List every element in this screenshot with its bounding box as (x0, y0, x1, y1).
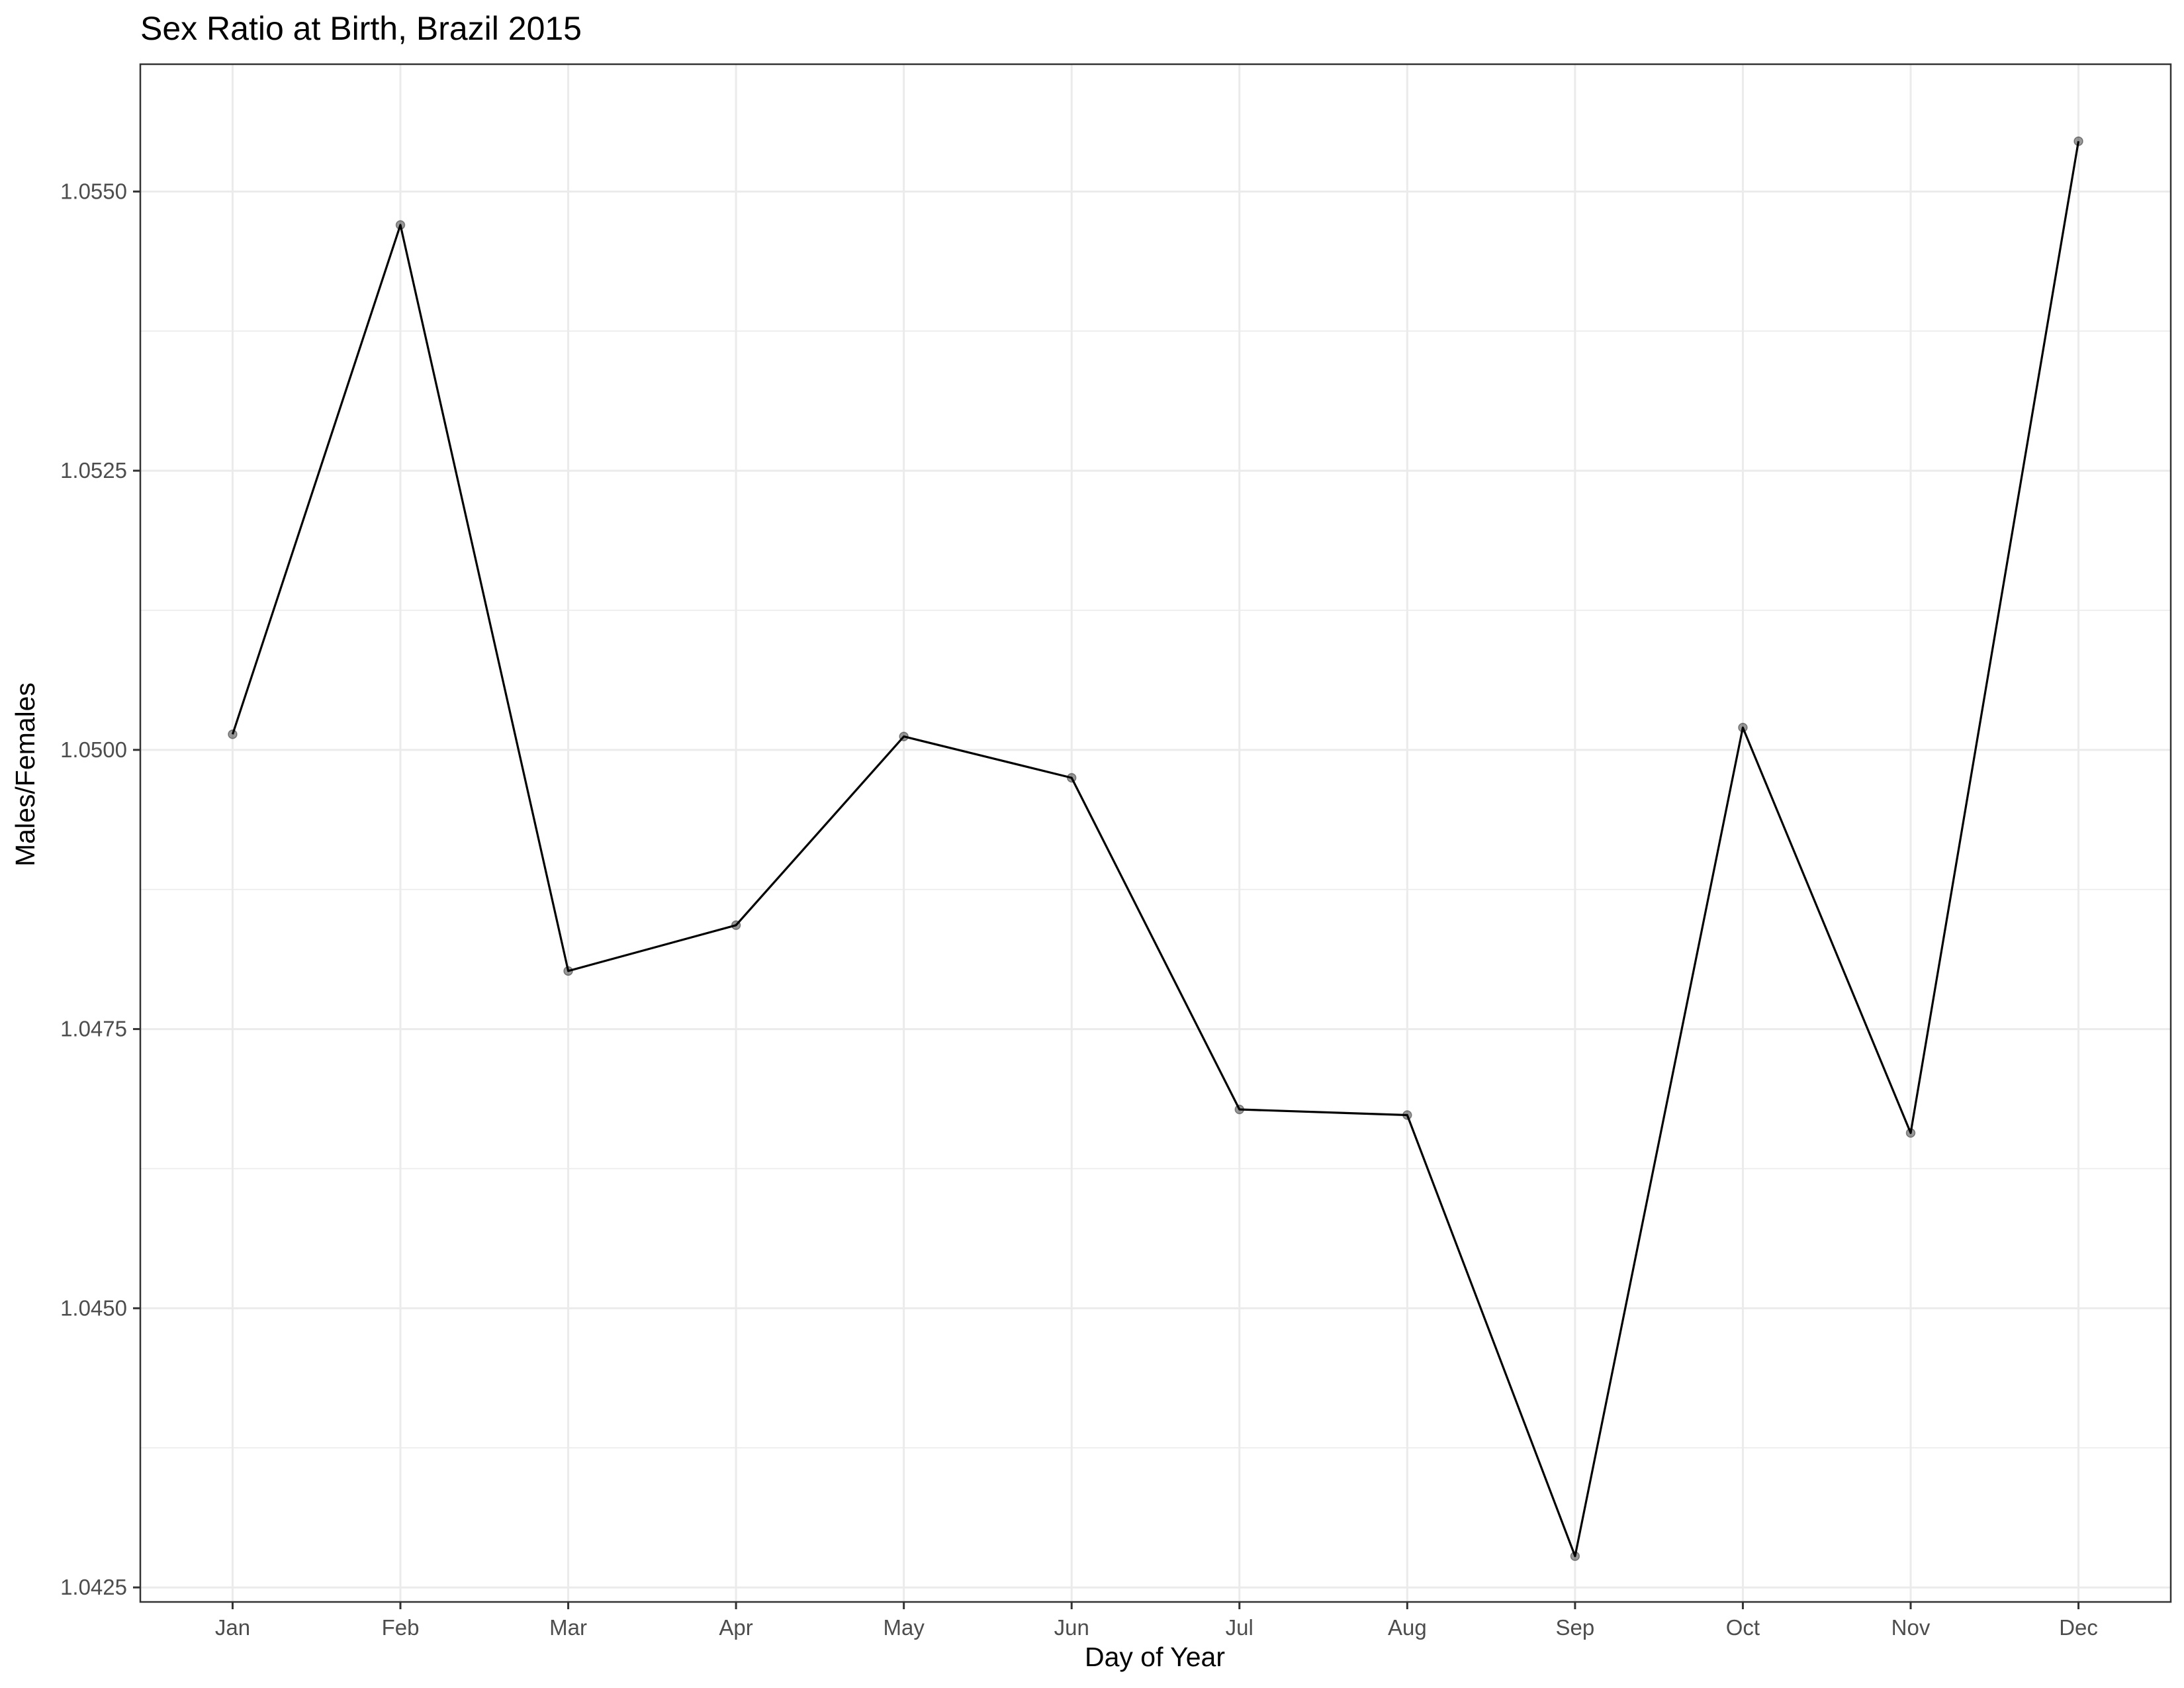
x-tick-label: Oct (1726, 1615, 1760, 1640)
data-point (1738, 722, 1748, 733)
x-tick-label: Jan (215, 1615, 250, 1640)
y-tick-label: 1.0500 (60, 737, 127, 762)
series-line (231, 141, 2080, 1558)
x-tick-label: Mar (549, 1615, 587, 1640)
y-tick-label: 1.0475 (60, 1017, 127, 1041)
x-tick-label: Aug (1388, 1615, 1427, 1640)
x-tick-label: Jun (1054, 1615, 1089, 1640)
x-tick-label: Sep (1556, 1615, 1595, 1640)
plot-panel-border (139, 63, 2172, 1603)
data-point (1905, 1128, 1916, 1138)
y-axis-title: Males/Females (10, 682, 40, 867)
y-tick-label: 1.0550 (60, 179, 127, 203)
x-tick-label: Dec (2059, 1615, 2098, 1640)
y-tick-label: 1.0425 (60, 1575, 127, 1599)
x-tick-label: May (883, 1615, 925, 1640)
data-point (1402, 1110, 1412, 1120)
axes: 1.0425 1.0450 1.0475 1.0500 1.0525 1.0550 Jan F… (60, 179, 2098, 1640)
data-point (731, 920, 741, 930)
data-point (395, 220, 406, 230)
data-point (1570, 1551, 1580, 1562)
chart-title: Sex Ratio at Birth, Brazil 2015 (140, 10, 582, 47)
data-point (1234, 1104, 1245, 1115)
data-point (563, 966, 573, 976)
data-point (1066, 773, 1077, 783)
y-tick-label: 1.0525 (60, 458, 127, 483)
x-tick-label: Jul (1226, 1615, 1253, 1640)
x-tick-label: Apr (719, 1615, 752, 1640)
x-tick-label: Feb (382, 1615, 420, 1640)
y-tick-label: 1.0450 (60, 1295, 127, 1320)
series-layer (228, 136, 2083, 1562)
x-axis-title: Day of Year (1085, 1642, 1225, 1672)
data-point (228, 729, 238, 739)
gridlines (140, 64, 2171, 1602)
data-point (899, 731, 909, 741)
data-point (2073, 136, 2083, 146)
x-tick-label: Nov (1891, 1615, 1931, 1640)
